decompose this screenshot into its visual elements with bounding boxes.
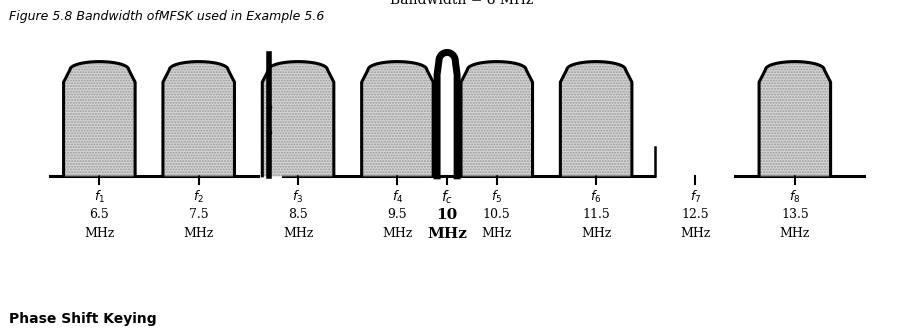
Text: 8.5: 8.5 [288,208,308,220]
Text: 13.5: 13.5 [781,208,808,220]
Text: MHz: MHz [680,226,711,240]
Text: 7.5: 7.5 [188,208,209,220]
Text: $\mathit{f_7}$: $\mathit{f_7}$ [690,188,701,205]
Text: MHz: MHz [780,226,810,240]
Text: Figure 5.8 Bandwidth ofMFSK used in Example 5.6: Figure 5.8 Bandwidth ofMFSK used in Exam… [9,10,324,23]
Text: $\mathit{f_1}$: $\mathit{f_1}$ [94,188,105,205]
Text: MHz: MHz [481,226,512,240]
Polygon shape [461,61,532,176]
Polygon shape [560,61,632,176]
Text: 12.5: 12.5 [682,208,710,220]
Text: MHz: MHz [581,226,612,240]
Text: 6.5: 6.5 [90,208,109,220]
Text: MHz: MHz [283,226,313,240]
Text: 10: 10 [436,208,457,221]
Text: Phase Shift Keying: Phase Shift Keying [9,312,157,326]
Polygon shape [760,61,831,176]
Text: 9.5: 9.5 [387,208,407,220]
Polygon shape [163,61,235,176]
Text: 10.5: 10.5 [483,208,511,220]
Text: $\mathit{f_6}$: $\mathit{f_6}$ [590,188,602,205]
Polygon shape [64,61,135,176]
Text: MHz: MHz [184,226,213,240]
Text: $\mathit{f_3}$: $\mathit{f_3}$ [292,188,304,205]
Text: $\mathit{f_8}$: $\mathit{f_8}$ [789,188,800,205]
Text: MHz: MHz [84,226,115,240]
Polygon shape [262,61,334,176]
Polygon shape [361,61,433,176]
Text: MHz: MHz [427,226,467,241]
Text: $\mathit{f_4}$: $\mathit{f_4}$ [392,188,403,205]
Text: $\mathit{f_c}$: $\mathit{f_c}$ [441,188,453,206]
Text: $\mathit{f_2}$: $\mathit{f_2}$ [193,188,204,205]
Text: 11.5: 11.5 [582,208,610,220]
Text: MHz: MHz [383,226,413,240]
Text: Bandwidth = 8 MHz: Bandwidth = 8 MHz [390,0,534,7]
Text: $\mathit{f_5}$: $\mathit{f_5}$ [492,188,503,205]
